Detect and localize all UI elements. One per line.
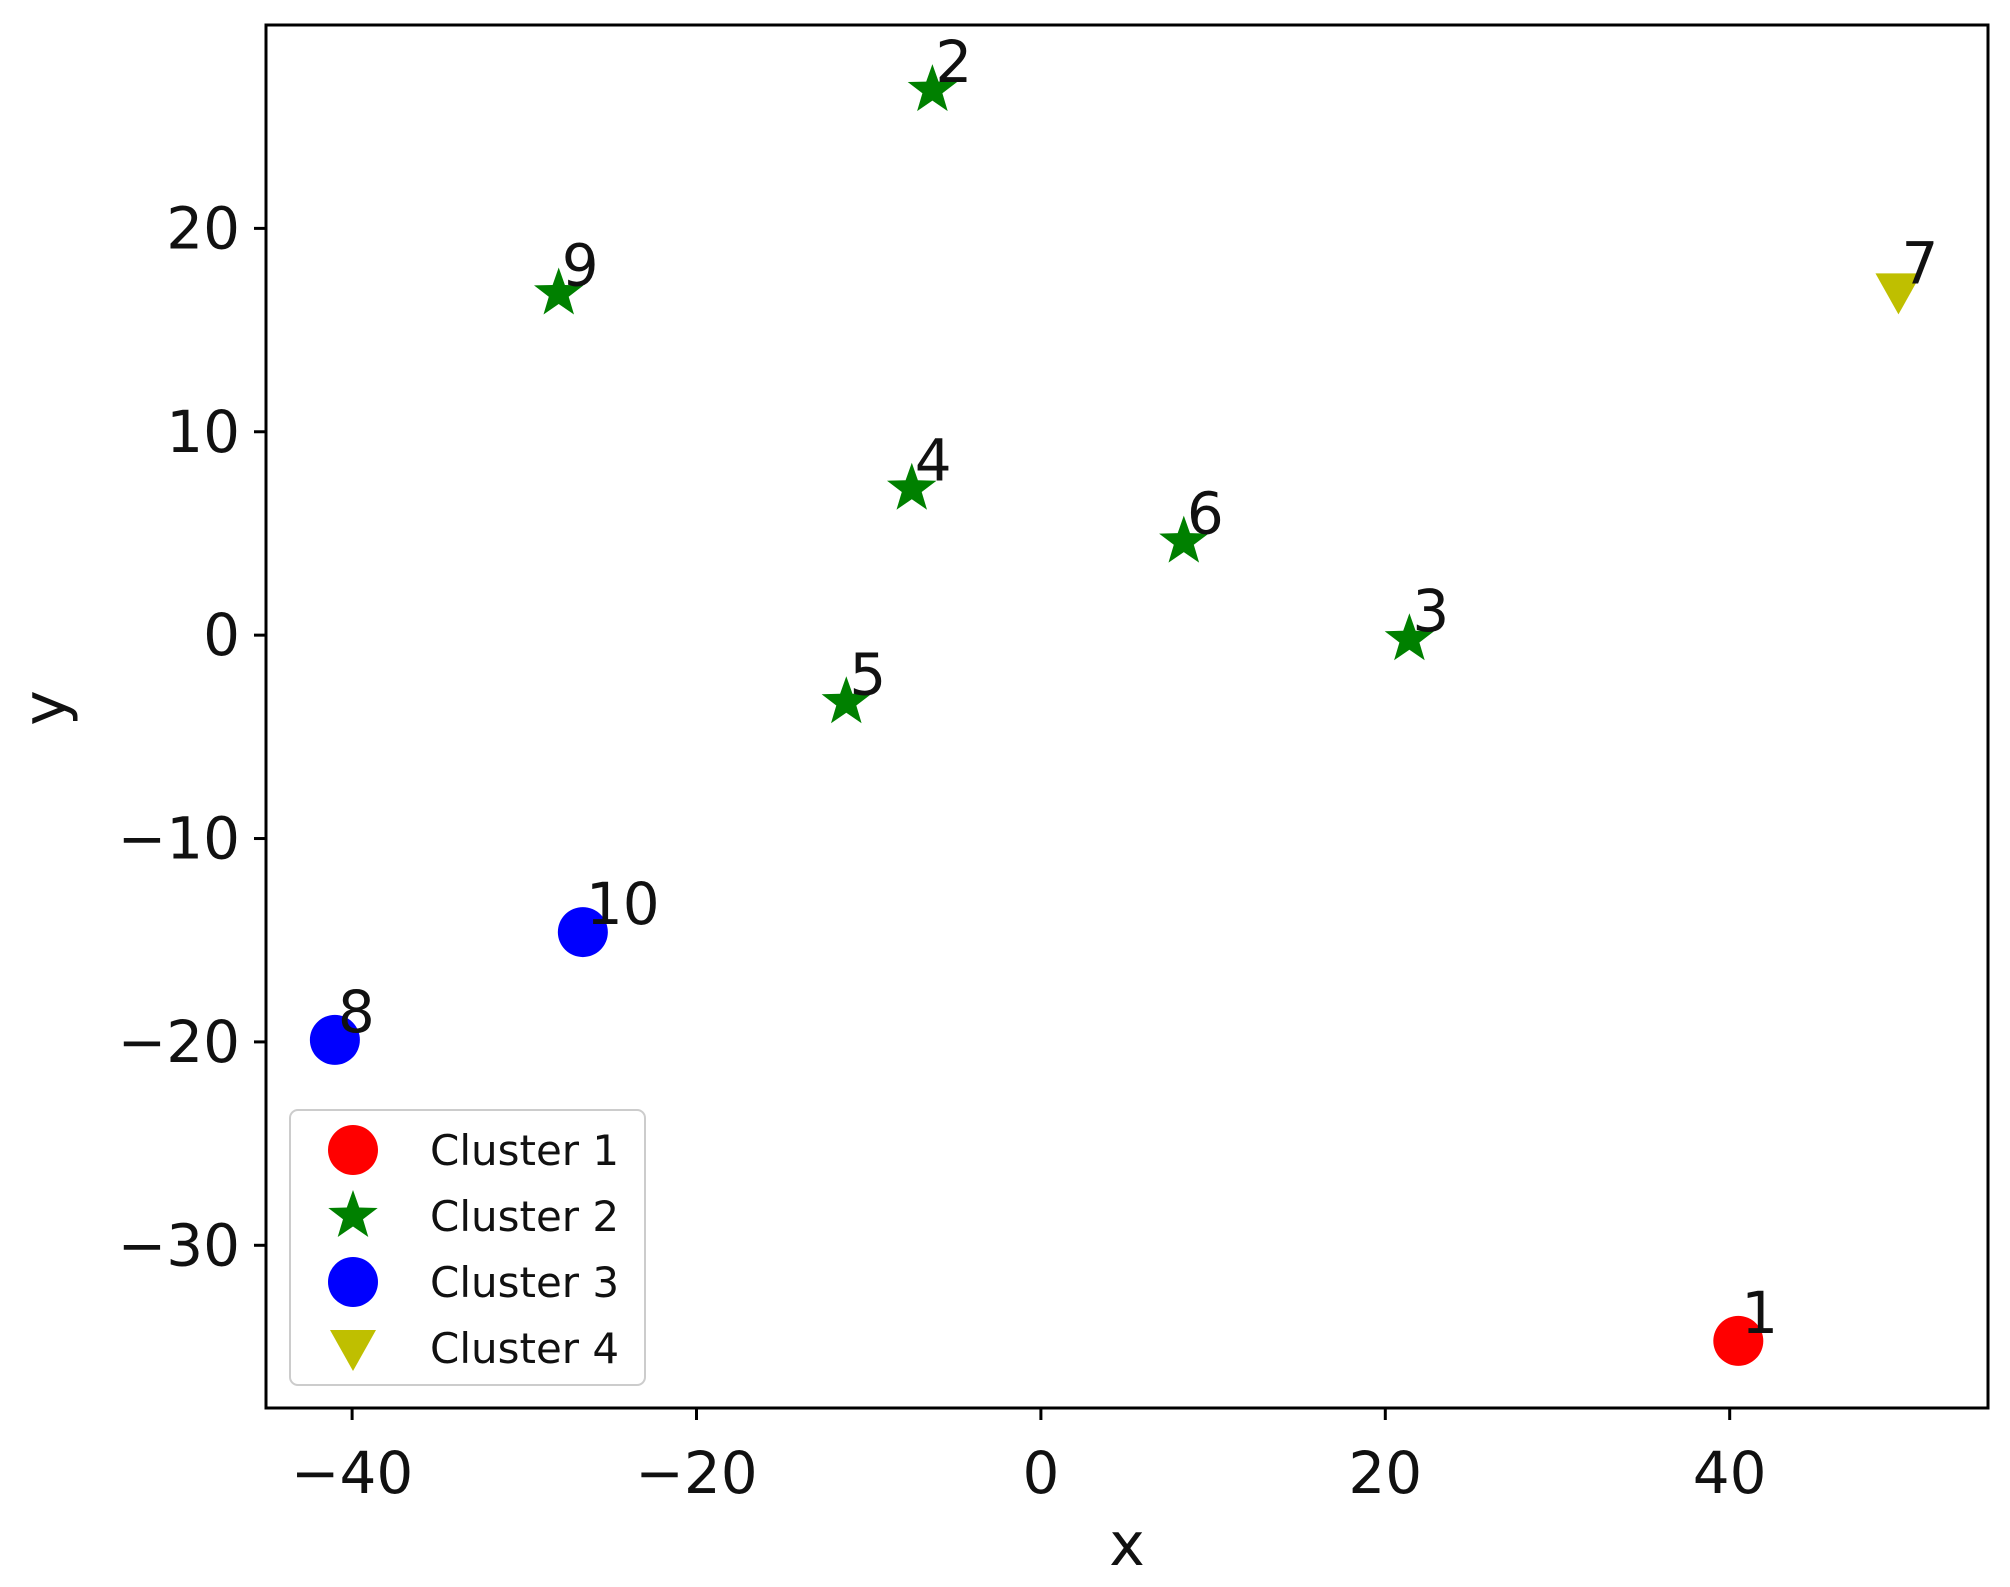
legend: Cluster 1 Cluster 2 Cluster 3 Cluster 4 <box>289 1109 646 1386</box>
point-label-4: 4 <box>915 427 952 495</box>
point-label-2: 2 <box>935 28 972 96</box>
x-tick-label: 0 <box>1022 1439 1059 1507</box>
x-tick-label: −20 <box>635 1439 757 1507</box>
point-8 <box>309 1014 360 1065</box>
legend-label-4: Cluster 4 <box>430 1324 619 1373</box>
point-5 <box>821 676 871 724</box>
series-cluster-4: 7 <box>1875 229 1938 315</box>
plot-frame <box>264 23 1990 1410</box>
point-4 <box>887 462 937 510</box>
series-cluster-2: 2 3 4 5 6 9 <box>534 28 1449 724</box>
x-tick-label: 20 <box>1348 1439 1422 1507</box>
point-7 <box>1875 273 1922 315</box>
point-label-9: 9 <box>562 231 599 299</box>
legend-label-2: Cluster 2 <box>430 1192 619 1241</box>
point-label-10: 10 <box>586 870 660 938</box>
point-label-6: 6 <box>1187 480 1224 548</box>
x-tick-label: 40 <box>1693 1439 1767 1507</box>
point-10 <box>557 907 608 958</box>
y-tick-label: 20 <box>166 194 240 262</box>
point-2 <box>907 64 958 112</box>
y-tick-label: 0 <box>203 601 240 669</box>
legend-box <box>289 1109 646 1386</box>
y-tick-label: −20 <box>118 1008 240 1076</box>
y-axis-label: y <box>10 690 80 726</box>
series-cluster-3: 8 10 <box>309 870 660 1065</box>
point-label-1: 1 <box>1741 1279 1778 1347</box>
legend-marker-3 <box>328 1257 378 1307</box>
x-tick-label: −40 <box>291 1439 413 1507</box>
x-axis-label: x <box>1109 1510 1145 1580</box>
y-tick-label: 10 <box>166 398 240 466</box>
y-tick-label: −10 <box>118 805 240 873</box>
legend-label-1: Cluster 1 <box>430 1126 619 1175</box>
legend-marker-4 <box>330 1330 376 1371</box>
point-label-7: 7 <box>1901 229 1938 297</box>
point-6 <box>1159 515 1209 563</box>
point-label-8: 8 <box>338 978 375 1046</box>
point-1 <box>1713 1315 1764 1366</box>
legend-label-3: Cluster 3 <box>430 1258 619 1307</box>
point-3 <box>1384 613 1435 661</box>
legend-marker-1 <box>328 1125 378 1175</box>
legend-marker-2 <box>328 1190 378 1237</box>
point-9 <box>534 267 584 315</box>
point-label-5: 5 <box>849 640 886 708</box>
y-tick-label: −30 <box>118 1211 240 1279</box>
point-label-3: 3 <box>1412 577 1449 645</box>
axis-ticks: −40 −20 0 20 40 −30 −20 −10 0 10 20 <box>118 194 1767 1507</box>
plot-marks: 1 2 3 4 5 6 9 8 10 7 <box>309 28 1938 1366</box>
series-cluster-1: 1 <box>1713 1279 1778 1366</box>
